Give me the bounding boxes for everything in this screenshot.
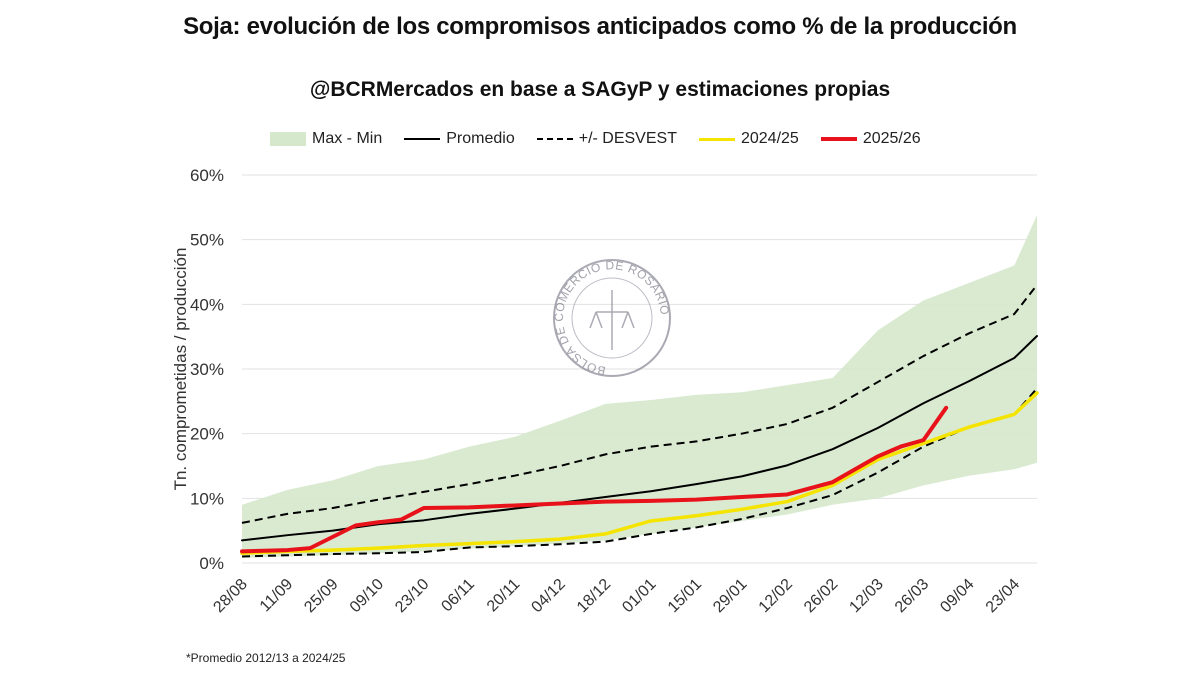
watermark-circle bbox=[553, 259, 671, 377]
y-tick-label: 60% bbox=[190, 166, 224, 185]
legend: Max - Min Promedio +/- DESVEST 2024/25 2… bbox=[270, 130, 943, 148]
watermark-scales-icon bbox=[589, 290, 635, 350]
x-tick-label: 12/03 bbox=[846, 576, 886, 616]
x-tick-label: 09/04 bbox=[937, 576, 977, 616]
x-tick-label: 20/11 bbox=[484, 576, 524, 616]
x-tick-label: 28/08 bbox=[210, 576, 250, 616]
y-tick-label: 10% bbox=[190, 489, 224, 508]
max-min-band bbox=[242, 215, 1037, 558]
legend-label: Max - Min bbox=[312, 130, 383, 147]
chart-subtitle: @BCRMercados en base a SAGyP y estimacio… bbox=[309, 78, 891, 101]
watermark-inner-circle bbox=[571, 277, 653, 359]
x-tick-label: 29/01 bbox=[710, 576, 750, 616]
x-tick-label: 25/09 bbox=[301, 576, 341, 616]
x-tick-label: 26/03 bbox=[892, 576, 932, 616]
series-line--desvest bbox=[241, 284, 1038, 524]
y-tick-label: 20% bbox=[190, 425, 224, 444]
series-line-2024-25 bbox=[240, 391, 1039, 556]
y-tick-label: 50% bbox=[190, 231, 224, 250]
footnote: *Promedio 2012/13 a 2024/25 bbox=[186, 651, 346, 665]
legend-label: 2024/25 bbox=[740, 130, 799, 147]
x-tick-label: 01/01 bbox=[619, 576, 659, 616]
legend-item-2024-25: 2024/25 bbox=[698, 130, 799, 148]
x-tick-label: 23/04 bbox=[983, 576, 1023, 616]
legend-item-promedio: Promedio bbox=[404, 130, 515, 148]
chart-title: Soja: evolución de los compromisos antic… bbox=[183, 13, 1017, 40]
legend-item-2025-26: 2025/26 bbox=[820, 130, 921, 148]
x-tick-label: 09/10 bbox=[347, 576, 387, 616]
y-tick-label: 30% bbox=[190, 360, 224, 379]
series-line-desvest-lower bbox=[241, 387, 1038, 558]
series-line-2025-26 bbox=[240, 405, 949, 554]
y-tick-label: 0% bbox=[199, 554, 224, 573]
x-tick-label: 04/12 bbox=[528, 576, 568, 616]
watermark-logo: BOLSA DE COMERCIO DE ROSARIO bbox=[552, 258, 672, 378]
x-tick-label: 26/02 bbox=[801, 576, 841, 616]
x-tick-label: 06/11 bbox=[438, 576, 478, 616]
y-tick-label: 40% bbox=[190, 295, 224, 314]
legend-label: 2025/26 bbox=[862, 130, 921, 147]
x-tick-label: 18/12 bbox=[574, 576, 614, 616]
legend-item-desvest: +/- DESVEST bbox=[536, 130, 677, 148]
x-tick-label: 23/10 bbox=[392, 576, 432, 616]
y-axis-label: Tn. comprometidas / producción bbox=[171, 248, 190, 491]
x-tick-label: 11/09 bbox=[257, 576, 297, 616]
legend-item-max-min: Max - Min bbox=[270, 130, 382, 148]
x-tick-label: 12/02 bbox=[756, 576, 796, 616]
x-tick-label: 15/01 bbox=[665, 576, 705, 616]
legend-label: Promedio bbox=[446, 130, 515, 147]
legend-label: +/- DESVEST bbox=[578, 130, 677, 147]
